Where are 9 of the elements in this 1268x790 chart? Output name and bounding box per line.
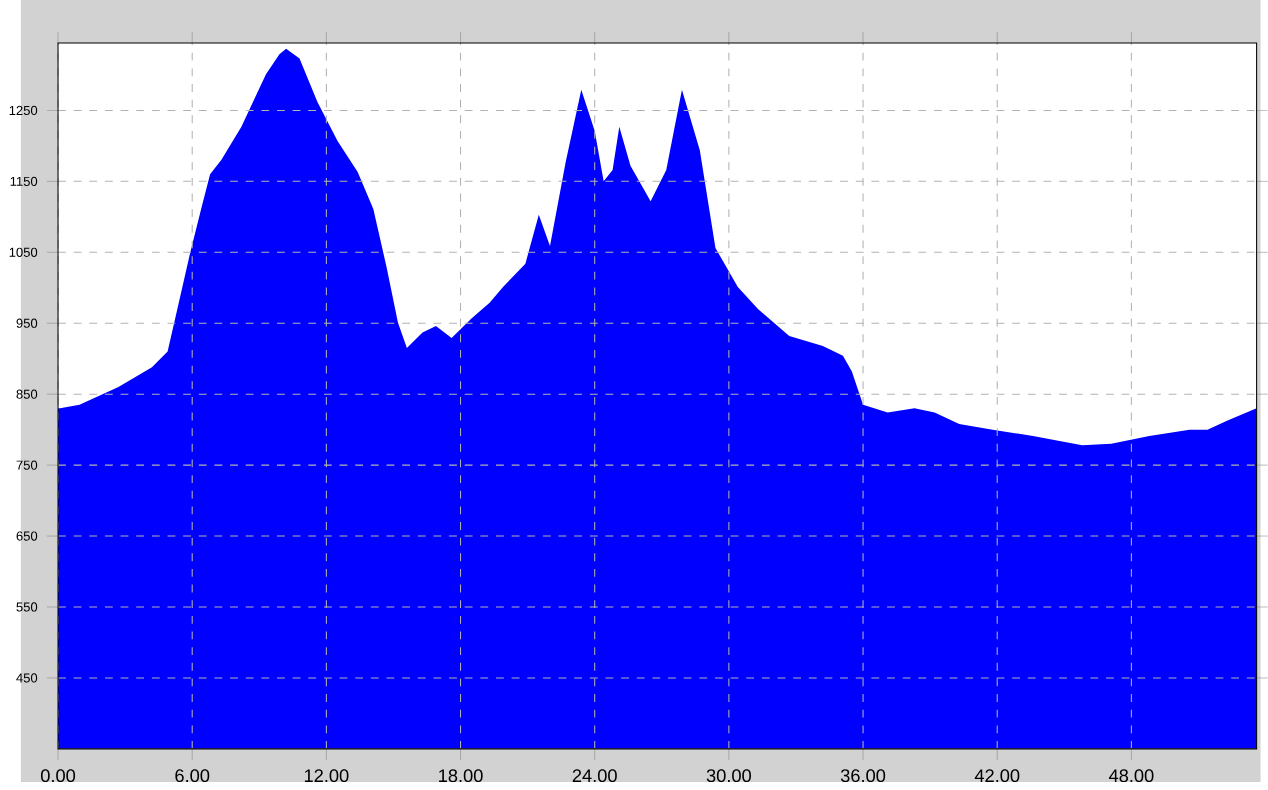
x-tick-label: 30.00 (706, 768, 751, 782)
x-tick-label: 0.00 (40, 768, 76, 782)
x-tick-label: 42.00 (974, 768, 1020, 782)
x-tick-label: 36.00 (840, 768, 886, 782)
x-tick-label: 24.00 (572, 768, 617, 782)
x-tick-label: 48.00 (1108, 768, 1154, 782)
x-tick-label: 18.00 (439, 768, 483, 782)
x-tick-label: 6.00 (175, 768, 210, 782)
x-tick-label: 12.00 (304, 768, 349, 782)
